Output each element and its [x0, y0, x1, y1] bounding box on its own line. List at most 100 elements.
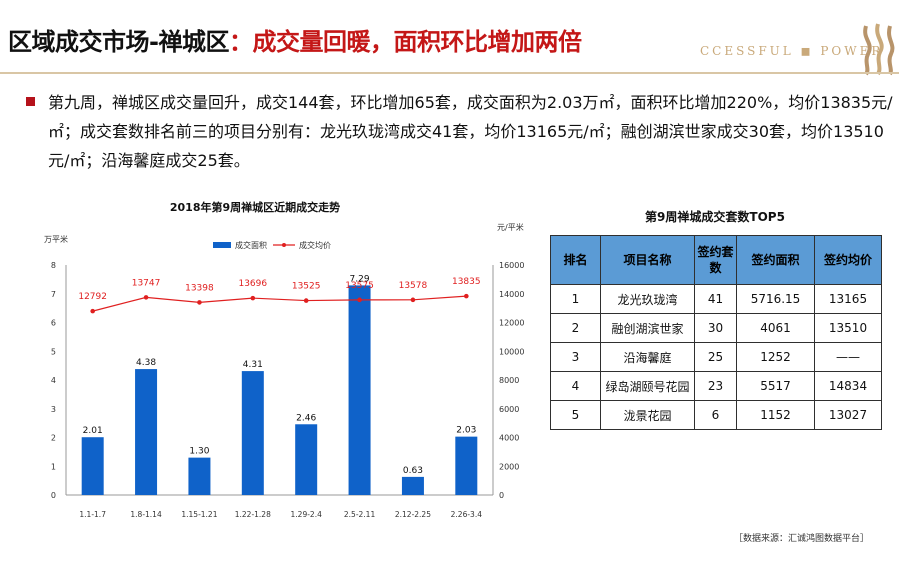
- table-title: 第9周禅城成交套数TOP5: [645, 210, 785, 224]
- right-axis-tick-label: 4000: [499, 434, 519, 443]
- line-value-label: 12792: [78, 292, 107, 302]
- bar: [241, 371, 264, 495]
- table-row: 3 沿海馨庭 25 1252 ——: [550, 342, 882, 372]
- line-point: [143, 295, 149, 300]
- table-cell: 25: [694, 342, 737, 372]
- table-cell: 5517: [736, 371, 815, 401]
- page-title: 区域成交市场-禅城区：成交量回暖，面积环比增加两倍: [8, 22, 582, 57]
- table-row: 1 龙光玖珑湾 41 5716.15 13165: [550, 284, 882, 314]
- table-cell: 4061: [736, 313, 815, 343]
- title-subtitle: ：成交量回暖，面积环比增加两倍: [228, 28, 582, 56]
- table-cell: 泷景花园: [600, 400, 695, 430]
- table-cell: ——: [814, 342, 882, 372]
- right-axis-tick-label: 16000: [499, 261, 524, 270]
- bar: [455, 436, 478, 495]
- table-cell: 23: [694, 371, 737, 401]
- table-cell: 融创湖滨世家: [600, 313, 695, 343]
- x-axis-tick-label: 1.22-1.28: [235, 510, 271, 519]
- table-header-cell: 签约套数: [694, 235, 737, 285]
- table-header-cell: 排名: [550, 235, 601, 285]
- right-axis-tick-label: 6000: [499, 405, 519, 414]
- table-cell: 6: [694, 400, 737, 430]
- legend-bar-label: 成交面积: [235, 240, 267, 250]
- line-point: [464, 293, 469, 299]
- line-value-label: 13398: [185, 283, 214, 293]
- table-cell: 1152: [736, 400, 815, 430]
- left-axis-tick-label: 8: [51, 261, 56, 270]
- bar: [295, 424, 318, 495]
- left-axis-tick-label: 4: [51, 376, 56, 385]
- x-axis-tick-label: 1.15-1.21: [181, 510, 217, 519]
- bullet-square-icon: [26, 97, 35, 106]
- legend-bar-swatch: [213, 242, 231, 248]
- x-axis-tick-label: 2.12-2.25: [395, 510, 431, 519]
- table-cell: 2: [550, 313, 601, 343]
- right-axis-tick-label: 14000: [499, 290, 524, 299]
- table-cell: 1252: [736, 342, 815, 372]
- price-line: [92, 295, 467, 312]
- line-point: [410, 297, 416, 303]
- right-axis-tick-label: 10000: [499, 347, 524, 356]
- table-header-cell: 签约均价: [814, 235, 882, 285]
- line-point: [357, 297, 362, 303]
- table-cell: 龙光玖珑湾: [600, 284, 695, 314]
- right-axis-tick-label: 8000: [499, 376, 519, 385]
- line-point: [303, 298, 309, 303]
- data-source-note: ［数据来源：汇诚鸿图数据平台］: [734, 534, 870, 544]
- left-axis-unit: 万平米: [44, 234, 68, 244]
- bar-value-label: 1.30: [189, 447, 209, 457]
- left-axis-tick-label: 7: [51, 290, 56, 299]
- table-cell: 沿海馨庭: [600, 342, 695, 372]
- left-axis-tick-label: 1: [51, 462, 56, 471]
- right-axis-tick-label: 12000: [499, 319, 524, 328]
- x-axis-tick-label: 1.29-2.4: [291, 510, 323, 519]
- bar: [188, 457, 211, 495]
- summary-paragraph: 第九周，禅城区成交量回升，成交144套，环比增加65套，成交面积为2.03万㎡，…: [48, 93, 893, 170]
- table-header-row: 排名 项目名称 签约套数 签约面积 签约均价: [550, 235, 882, 285]
- bar: [135, 369, 158, 495]
- table-cell: 5: [550, 400, 601, 430]
- table-row: 4 绿岛湖颐号花园 23 5517 14834: [550, 371, 882, 401]
- line-value-label: 13696: [238, 279, 267, 289]
- left-axis-tick-label: 0: [51, 491, 56, 500]
- bar-value-label: 2.46: [296, 413, 316, 423]
- line-point: [90, 308, 95, 314]
- table-cell: 4: [550, 371, 601, 401]
- left-axis-tick-label: 3: [51, 405, 56, 414]
- table-header-cell: 签约面积: [736, 235, 815, 285]
- legend-line-marker: [282, 243, 286, 247]
- left-axis-tick-label: 5: [51, 347, 56, 356]
- table-cell: 30: [694, 313, 737, 343]
- x-axis-tick-label: 2.26-3.4: [451, 510, 483, 519]
- left-axis-tick-label: 6: [51, 319, 56, 328]
- table-cell: 3: [550, 342, 601, 372]
- line-value-label: 13578: [399, 281, 428, 291]
- title-main: 区域成交市场-禅城区: [8, 28, 229, 56]
- bar-value-label: 2.03: [456, 426, 476, 436]
- right-axis-unit: 元/平米: [497, 222, 524, 232]
- bar: [348, 285, 371, 495]
- header-divider: [0, 72, 899, 74]
- table-cell: 5716.15: [736, 284, 815, 314]
- table-header-cell: 项目名称: [600, 235, 695, 285]
- x-axis-tick-label: 1.1-1.7: [79, 510, 106, 519]
- bar-value-label: 0.63: [403, 466, 423, 476]
- bar-value-label: 7.29: [350, 274, 370, 284]
- table-cell: 13510: [814, 313, 882, 343]
- table-row: 5 泷景花园 6 1152 13027: [550, 400, 882, 430]
- trend-chart: 万平米 元/平米 0 1 2 3 4 5 6 7 8 0 2000 4000 6000 8000 10000 12…: [44, 222, 524, 519]
- line-value-label: 13525: [292, 282, 321, 292]
- bar-value-label: 4.38: [136, 358, 156, 368]
- bar-value-label: 4.31: [243, 360, 263, 370]
- legend-line-label: 成交均价: [299, 240, 331, 250]
- table-cell: 14834: [814, 371, 882, 401]
- bar: [81, 437, 104, 495]
- left-axis-tick-label: 2: [51, 434, 56, 443]
- brand-logo-icon: [863, 23, 895, 76]
- line-value-label: 13835: [452, 277, 481, 287]
- line-value-label: 13575: [345, 281, 374, 291]
- chart-title: 2018年第9周禅城区近期成交走势: [169, 201, 341, 214]
- table-row: 2 融创湖滨世家 30 4061 13510: [550, 313, 882, 343]
- right-axis-tick-label: 2000: [499, 462, 519, 471]
- line-value-label: 13747: [132, 278, 161, 288]
